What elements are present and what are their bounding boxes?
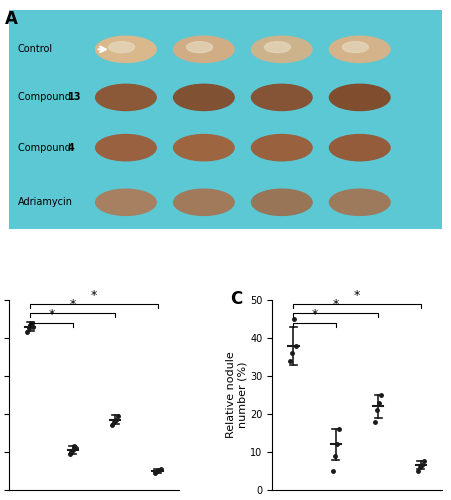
Text: Control: Control: [18, 44, 53, 54]
Text: *: *: [333, 298, 339, 312]
Ellipse shape: [252, 134, 312, 161]
Text: 4: 4: [68, 142, 74, 152]
Ellipse shape: [174, 189, 234, 216]
Ellipse shape: [342, 42, 368, 52]
Text: *: *: [69, 298, 76, 312]
Text: *: *: [312, 308, 318, 321]
Text: *: *: [91, 289, 97, 302]
Ellipse shape: [174, 84, 234, 110]
Ellipse shape: [252, 36, 312, 62]
Ellipse shape: [96, 189, 156, 216]
Ellipse shape: [96, 84, 156, 110]
Ellipse shape: [109, 42, 134, 52]
Text: Compound: Compound: [18, 142, 74, 152]
Ellipse shape: [96, 134, 156, 161]
Ellipse shape: [96, 36, 156, 62]
Ellipse shape: [252, 189, 312, 216]
Text: Compound: Compound: [18, 92, 74, 102]
Ellipse shape: [264, 42, 290, 52]
Ellipse shape: [252, 84, 312, 110]
Text: *: *: [354, 289, 360, 302]
Ellipse shape: [329, 134, 390, 161]
Ellipse shape: [174, 36, 234, 62]
Ellipse shape: [329, 84, 390, 110]
Ellipse shape: [187, 42, 212, 52]
Ellipse shape: [174, 134, 234, 161]
Text: 13: 13: [68, 92, 81, 102]
Text: *: *: [48, 308, 55, 321]
Ellipse shape: [329, 189, 390, 216]
Text: A: A: [5, 10, 18, 28]
Text: Adriamycin: Adriamycin: [18, 198, 73, 207]
Y-axis label: Relative nodule
number (%): Relative nodule number (%): [226, 352, 247, 438]
Text: C: C: [230, 290, 242, 308]
Ellipse shape: [329, 36, 390, 62]
